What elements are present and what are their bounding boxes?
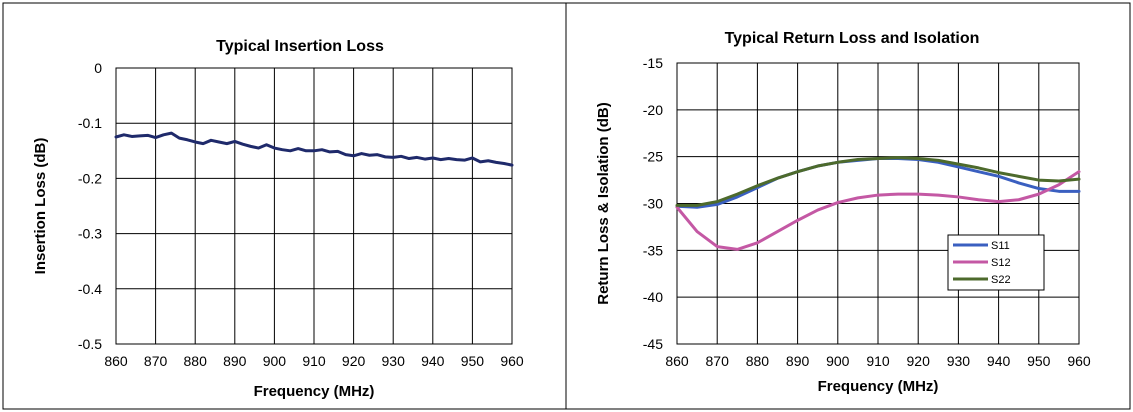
y-tick-label: -35 [643, 242, 663, 258]
x-axis-label: Frequency (MHz) [818, 378, 939, 395]
legend-label-s22: S22 [991, 274, 1011, 286]
x-tick-label: 950 [461, 353, 485, 369]
x-tick-label: 910 [302, 353, 326, 369]
x-tick-label: 900 [263, 353, 287, 369]
x-tick-label: 960 [1067, 353, 1091, 369]
legend-label-s11: S11 [991, 240, 1010, 252]
y-tick-label: -40 [643, 289, 663, 305]
panel-right-frame [565, 2, 1131, 410]
x-tick-label: 930 [382, 353, 406, 369]
x-axis-label: Frequency (MHz) [254, 383, 375, 400]
x-tick-label: 860 [104, 353, 128, 369]
chart-title: Typical Insertion Loss [216, 38, 384, 55]
y-tick-label: -15 [643, 55, 663, 71]
y-tick-label: 0 [94, 60, 102, 76]
y-tick-label: -30 [643, 196, 663, 212]
x-tick-label: 920 [342, 353, 366, 369]
x-tick-label: 940 [421, 353, 445, 369]
x-tick-label: 870 [144, 353, 168, 369]
y-axis-label: Return Loss & Isolation (dB) [595, 102, 612, 305]
y-tick-label: -25 [643, 149, 663, 165]
x-tick-label: 880 [184, 353, 208, 369]
y-tick-label: -20 [643, 102, 663, 118]
x-tick-label: 960 [500, 353, 524, 369]
y-tick-label: -0.3 [78, 226, 102, 242]
return-loss-isolation-chart: 860 870 880 890 900 910 920 930 940 950 960 -15 -20 -… [595, 30, 1091, 395]
series-line-s12 [675, 170, 1081, 251]
x-tick-label: 940 [987, 353, 1011, 369]
legend-label-s12: S12 [991, 257, 1011, 269]
x-tick-label: 950 [1027, 353, 1051, 369]
y-tick-label: -45 [643, 336, 663, 352]
x-tick-label: 910 [866, 353, 890, 369]
y-tick-label: -0.1 [78, 115, 102, 131]
x-tick-label: 890 [223, 353, 247, 369]
y-tick-label: -0.5 [78, 336, 102, 352]
y-tick-label: -0.2 [78, 170, 102, 186]
x-tick-label: 920 [907, 353, 931, 369]
x-tick-label: 860 [665, 353, 689, 369]
chart-title: Typical Return Loss and Isolation [725, 30, 980, 47]
insertion-loss-chart: 860 870 880 890 900 910 920 930 940 950 960 0 -0.1 -0… [32, 38, 524, 400]
x-tick-label: 880 [746, 353, 770, 369]
x-tick-label: 870 [706, 353, 730, 369]
x-tick-label: 890 [786, 353, 810, 369]
x-tick-label: 900 [826, 353, 850, 369]
series-line [114, 131, 514, 167]
y-axis-label: Insertion Loss (dB) [32, 138, 49, 275]
series-line-s22 [675, 156, 1081, 207]
x-tick-label: 930 [947, 353, 971, 369]
y-tick-label: -0.4 [78, 281, 102, 297]
